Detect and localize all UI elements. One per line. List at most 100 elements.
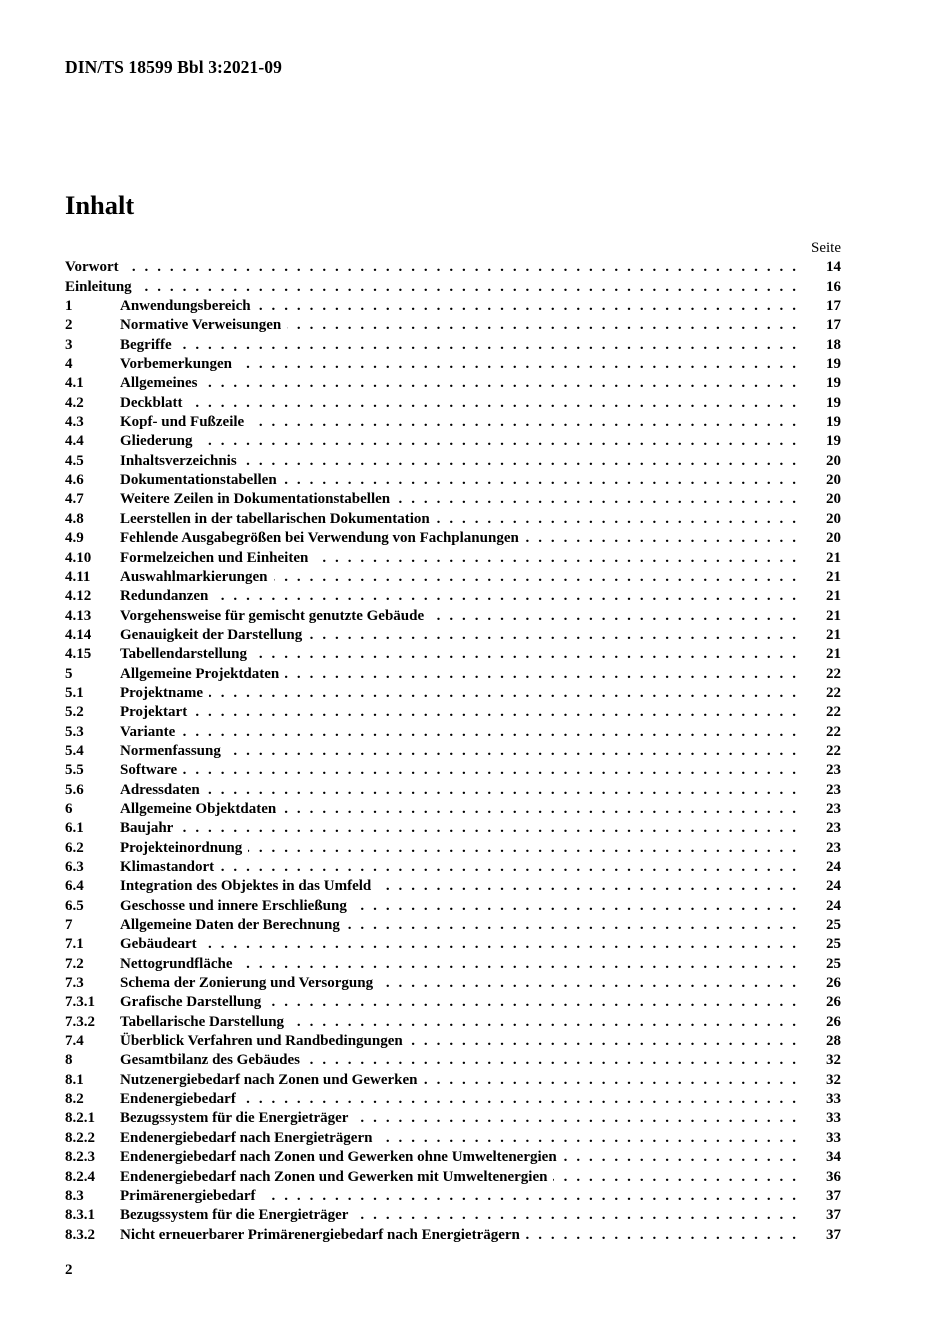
toc-entry-page: 33 (826, 1091, 841, 1108)
toc-entry-page: 20 (826, 530, 841, 547)
toc-entry-page: 19 (826, 433, 841, 450)
toc-entry-number: 5.1 (65, 684, 84, 701)
table-of-contents: Vorwort . . . . . . . . . . . . . . . . … (65, 258, 841, 1245)
toc-entry-number: 8.2.2 (65, 1129, 95, 1146)
toc-entry-number: 5.6 (65, 781, 84, 798)
toc-entry-number: 2 (65, 317, 73, 334)
toc-row: 5 Allgemeine Projektdaten . . . . . . . … (65, 665, 841, 684)
toc-entry-page: 20 (826, 491, 841, 508)
toc-entry-number: 8 (65, 1052, 73, 1069)
toc-row: 6 Allgemeine Objektdaten . . . . . . . .… (65, 800, 841, 819)
toc-row: 5.2 Projektart . . . . . . . . . . . . .… (65, 703, 841, 722)
toc-entry-page: 37 (826, 1226, 841, 1243)
toc-entry-number: 8.2.3 (65, 1149, 95, 1166)
toc-entry-number: 7.3 (65, 975, 84, 992)
dot-leader: . . . . . . . . . . . . . . . . . . . . … (436, 510, 796, 527)
toc-row: 6.5 Geschosse und innere Erschließung . … (65, 897, 841, 916)
toc-row: 5.1 Projektname . . . . . . . . . . . . … (65, 684, 841, 703)
toc-row: 8.2 Endenergiebedarf . . . . . . . . . .… (65, 1090, 841, 1109)
toc-entry-title: Adressdaten (120, 781, 200, 798)
toc-entry-number: 8.2.1 (65, 1110, 95, 1127)
toc-entry-title: Endenergiebedarf nach Energieträgern (120, 1129, 373, 1146)
toc-entry-title: Allgemeines (120, 375, 198, 392)
toc-row: 7.3 Schema der Zonierung und Versorgung … (65, 974, 841, 993)
toc-entry-page: 21 (826, 626, 841, 643)
toc-entry-page: 33 (826, 1110, 841, 1127)
toc-entry-title: Gliederung (120, 433, 193, 450)
dot-leader: . . . . . . . . . . . . . . . . . . . . … (262, 1187, 796, 1204)
toc-entry-number: 8.3.2 (65, 1226, 95, 1243)
toc-entry-page: 20 (826, 472, 841, 489)
toc-entry-page: 32 (826, 1071, 841, 1088)
toc-row: 4.5 Inhaltsverzeichnis . . . . . . . . .… (65, 452, 841, 471)
dot-leader: . . . . . . . . . . . . . . . . . . . . … (525, 530, 796, 547)
dot-leader: . . . . . . . . . . . . . . . . . . . . … (563, 1149, 796, 1166)
toc-entry-page: 25 (826, 936, 841, 953)
dot-leader: . . . . . . . . . . . . . . . . . . . . … (189, 394, 797, 411)
toc-entry-number: 5.2 (65, 704, 84, 721)
toc-row: 6.3 Klimastandort . . . . . . . . . . . … (65, 858, 841, 877)
toc-entry-number: 5 (65, 665, 73, 682)
toc-entry-number: 4.2 (65, 394, 84, 411)
toc-entry-number: 6 (65, 800, 73, 817)
toc-entry-title: Fehlende Ausgabegrößen bei Verwendung vo… (120, 530, 519, 547)
toc-entry-title: Projektname (120, 684, 204, 701)
dot-leader: . . . . . . . . . . . . . . . . . . . . … (290, 1013, 796, 1030)
dot-leader: . . . . . . . . . . . . . . . . . . . . … (267, 994, 796, 1011)
toc-entry-page: 19 (826, 414, 841, 431)
toc-row: 4.9 Fehlende Ausgabegrößen bei Verwendun… (65, 529, 841, 548)
toc-entry-title: Inhaltsverzeichnis (120, 452, 237, 469)
toc-entry-title: Tabellendarstellung (120, 646, 247, 663)
toc-row: 7.2 Nettogrundfläche . . . . . . . . . .… (65, 955, 841, 974)
toc-row: 8 Gesamtbilanz des Gebäudes . . . . . . … (65, 1051, 841, 1070)
toc-entry-number: 5.4 (65, 742, 84, 759)
toc-entry-title: Gebäudeart (120, 936, 197, 953)
toc-entry-page: 21 (826, 607, 841, 624)
toc-entry-title: Auswahlmarkierungen (120, 568, 268, 585)
toc-row: 4.14 Genauigkeit der Darstellung . . . .… (65, 626, 841, 645)
dot-leader: . . . . . . . . . . . . . . . . . . . . … (378, 1129, 796, 1146)
toc-entry-title: Allgemeine Objektdaten (120, 800, 277, 817)
toc-entry-page: 33 (826, 1129, 841, 1146)
toc-row: 5.4 Normenfassung . . . . . . . . . . . … (65, 742, 841, 761)
footer-page-number: 2 (65, 1261, 73, 1278)
page-column-label: Seite (811, 240, 841, 256)
dot-leader: . . . . . . . . . . . . . . . . . . . . … (125, 259, 796, 276)
dot-leader: . . . . . . . . . . . . . . . . . . . . … (243, 452, 796, 469)
toc-entry-page: 18 (826, 336, 841, 353)
toc-entry-title: Weitere Zeilen in Dokumentationstabellen (120, 491, 391, 508)
toc-entry-title: Vorgehensweise für gemischt genutzte Geb… (120, 607, 425, 624)
toc-entry-title: Überblick Verfahren und Randbedingungen (120, 1033, 403, 1050)
toc-entry-page: 26 (826, 975, 841, 992)
toc-entry-title: Formelzeichen und Einheiten (120, 549, 309, 566)
dot-leader: . . . . . . . . . . . . . . . . . . . . … (138, 278, 796, 295)
toc-entry-page: 22 (826, 665, 841, 682)
toc-entry-number: 7 (65, 917, 73, 934)
toc-entry-number: 3 (65, 336, 73, 353)
toc-entry-page: 25 (826, 917, 841, 934)
toc-row: 4 Vorbemerkungen . . . . . . . . . . . .… (65, 355, 841, 374)
toc-entry-page: 20 (826, 510, 841, 527)
toc-entry-title: Deckblatt (120, 394, 183, 411)
toc-row: 4.12 Redundanzen . . . . . . . . . . . .… (65, 587, 841, 606)
toc-entry-page: 28 (826, 1033, 841, 1050)
toc-entry-title: Normative Verweisungen (120, 317, 282, 334)
dot-leader: . . . . . . . . . . . . . . . . . . . . … (250, 414, 796, 431)
toc-entry-title: Nettogrundfläche (120, 955, 233, 972)
toc-entry-number: 4 (65, 356, 73, 373)
toc-entry-page: 37 (826, 1207, 841, 1224)
toc-entry-number: 4.6 (65, 472, 84, 489)
toc-entry-page: 21 (826, 568, 841, 585)
toc-entry-number: 4.12 (65, 588, 92, 605)
dot-leader: . . . . . . . . . . . . . . . . . . . . … (287, 317, 796, 334)
toc-entry-number: 8.3 (65, 1187, 84, 1204)
dot-leader: . . . . . . . . . . . . . . . . . . . . … (285, 665, 796, 682)
toc-row: 7.1 Gebäudeart . . . . . . . . . . . . .… (65, 935, 841, 954)
toc-entry-number: 8.1 (65, 1071, 84, 1088)
toc-entry-title: Projektart (120, 704, 188, 721)
dot-leader: . . . . . . . . . . . . . . . . . . . . … (183, 762, 796, 779)
toc-entry-page: 32 (826, 1052, 841, 1069)
toc-entry-page: 23 (826, 781, 841, 798)
toc-row: 5.5 Software . . . . . . . . . . . . . .… (65, 761, 841, 780)
